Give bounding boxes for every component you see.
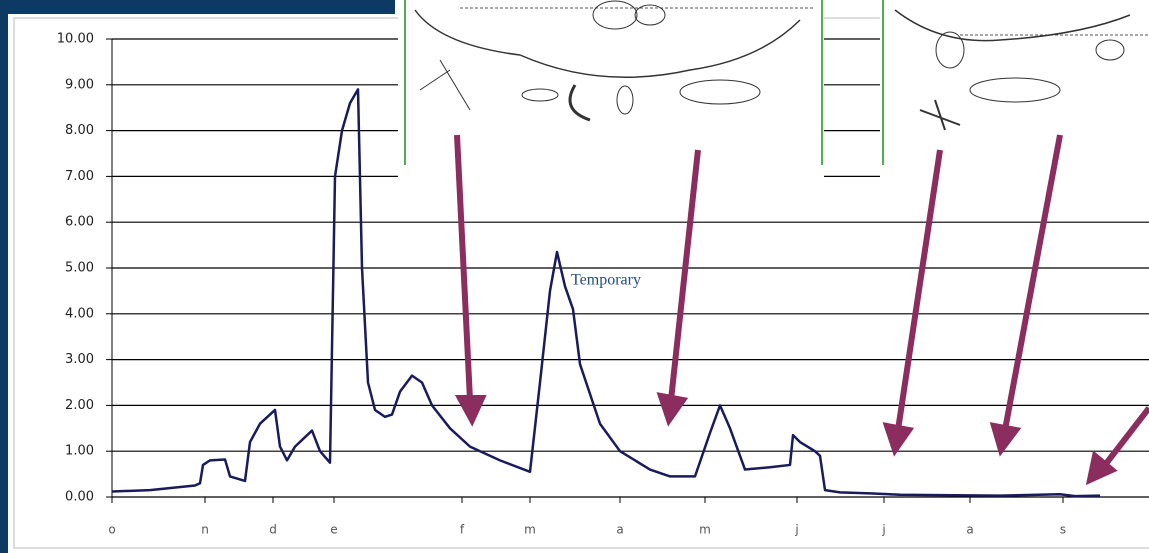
y-tick-label: 0.00 bbox=[65, 490, 94, 505]
chart: 0.00 1.00 2.00 3.00 4.00 5.00 6.00 7.00 8.00 9.00… bbox=[0, 0, 1149, 553]
x-tick-label: o bbox=[108, 523, 115, 537]
x-tick-label: d bbox=[269, 523, 277, 537]
x-tick-label: j bbox=[881, 523, 885, 537]
x-tick-label: s bbox=[1060, 523, 1066, 537]
x-tick-label: j bbox=[794, 523, 798, 537]
frame-left bbox=[0, 0, 8, 553]
y-tick-label: 1.00 bbox=[65, 444, 94, 459]
y-tick-label: 10.00 bbox=[57, 32, 94, 47]
y-tick-label: 7.00 bbox=[65, 169, 94, 184]
y-tick-label: 4.00 bbox=[65, 306, 94, 321]
x-tick-label: n bbox=[201, 523, 209, 537]
x-tick-label: a bbox=[616, 523, 623, 537]
illustration-left bbox=[398, 0, 824, 185]
y-tick-label: 5.00 bbox=[65, 261, 94, 276]
y-tick-label: 2.00 bbox=[65, 398, 94, 413]
x-tick-label: m bbox=[524, 523, 536, 537]
y-tick-label: 6.00 bbox=[65, 215, 94, 230]
x-tick-label: e bbox=[330, 523, 337, 537]
illustration-right bbox=[880, 0, 1149, 185]
x-tick-label: a bbox=[966, 523, 973, 537]
y-tick-label: 9.00 bbox=[65, 77, 94, 92]
y-tick-label: 8.00 bbox=[65, 123, 94, 138]
y-tick-label: 3.00 bbox=[65, 352, 94, 367]
annotation: Temporary bbox=[571, 272, 641, 289]
frame-top bbox=[0, 0, 395, 14]
x-tick-label: m bbox=[699, 523, 711, 537]
